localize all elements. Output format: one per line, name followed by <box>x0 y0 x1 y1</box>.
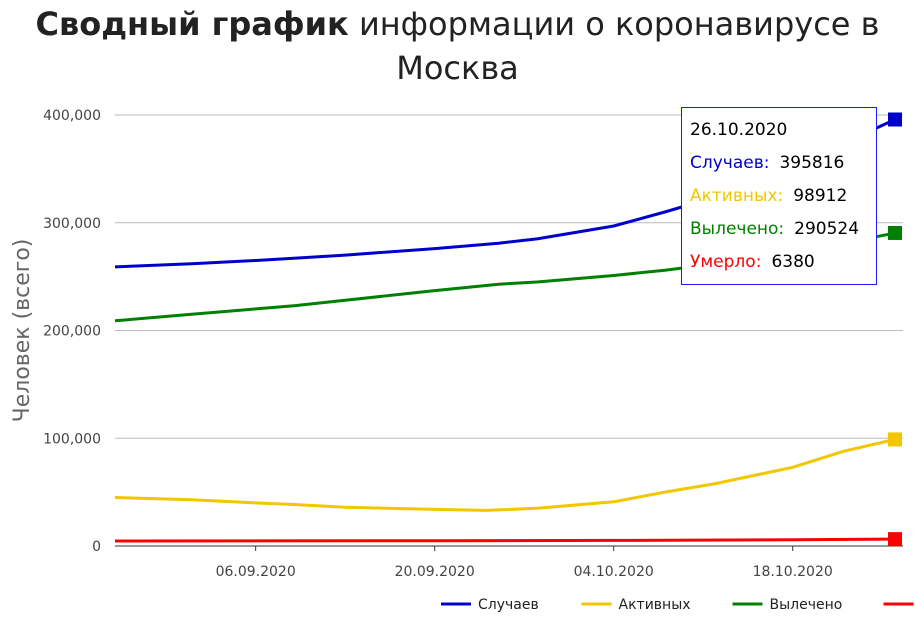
chart-title-bold: Сводный график <box>35 5 349 43</box>
series-line-Активных <box>114 437 896 512</box>
legend-label: Вылечено <box>770 597 843 613</box>
series-end-marker <box>888 532 902 547</box>
series-end-marker <box>888 225 902 240</box>
chart-title-rest: информации о коронавирусе в Москва <box>358 5 880 87</box>
chart-title: Сводный график информации о коронавирусе… <box>0 2 915 90</box>
tooltip-row-value: 98912 <box>793 186 848 206</box>
x-tick-label: 04.10.2020 <box>574 564 654 580</box>
x-tick-label: 06.09.2020 <box>216 564 296 580</box>
y-tick-label: 300,000 <box>43 216 101 232</box>
tooltip-row: Активных: 98912 <box>690 184 876 217</box>
tooltip-row-value: 395816 <box>779 153 845 173</box>
tooltip-row: Вылечено: 290524 <box>690 217 876 250</box>
x-tick-label: 20.09.2020 <box>395 564 475 580</box>
series-end-marker <box>888 432 902 447</box>
tooltip-row-value: 6380 <box>771 252 815 272</box>
y-tick-label: 100,000 <box>43 431 101 447</box>
legend-label: Случаев <box>478 597 539 613</box>
y-tick-label: 0 <box>92 539 101 555</box>
tooltip-row: Случаев: 395816 <box>690 151 876 184</box>
tooltip-row-label: Активных: <box>690 186 784 206</box>
chart-tooltip: 26.10.2020 Случаев: 395816 Активных: 98912 В… <box>681 107 877 285</box>
series-end-marker <box>888 112 902 127</box>
series-line-Умерло <box>114 537 896 543</box>
legend-label: Активных <box>619 597 691 613</box>
y-tick-label: 200,000 <box>43 324 101 340</box>
tooltip-row-label: Умерло: <box>690 252 762 272</box>
tooltip-date: 26.10.2020 <box>690 120 788 140</box>
tooltip-row: Умерло: 6380 <box>690 250 876 283</box>
y-axis-title: Человек (всего) <box>10 239 35 423</box>
x-tick-label: 18.10.2020 <box>753 564 833 580</box>
tooltip-row-value: 290524 <box>794 219 860 239</box>
tooltip-row-label: Вылечено: <box>690 219 785 239</box>
y-tick-label: 400,000 <box>43 108 101 124</box>
tooltip-row-label: Случаев: <box>690 153 770 173</box>
